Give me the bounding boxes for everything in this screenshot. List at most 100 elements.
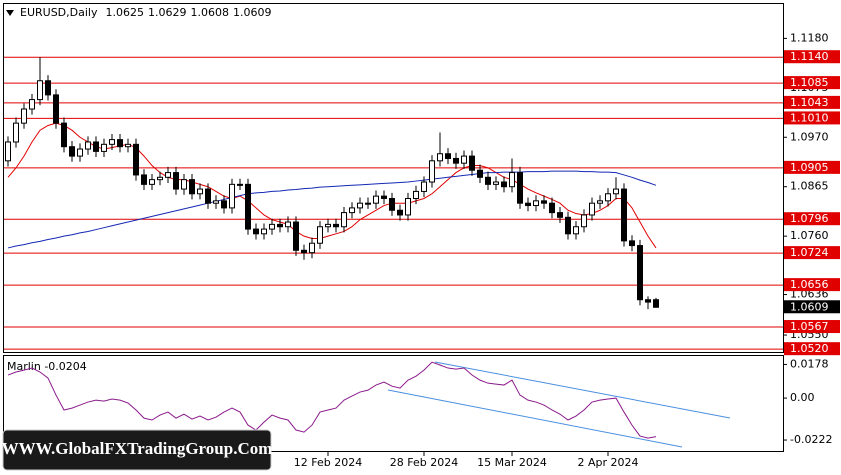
candle-body <box>309 242 315 254</box>
candle-body <box>157 176 163 181</box>
level-label: 1.0796 <box>790 212 829 225</box>
level-label: 1.0520 <box>790 342 829 355</box>
level-label-bg <box>784 342 840 356</box>
candle-body <box>213 200 219 204</box>
candle-body <box>333 223 339 228</box>
candle-body <box>397 209 403 216</box>
candle-body <box>245 183 251 230</box>
y-tick-label: 1.0760 <box>790 229 829 242</box>
level-label-bg <box>784 160 840 174</box>
candle-body <box>381 195 387 199</box>
watermark-box <box>2 429 272 471</box>
candle-body <box>469 155 475 171</box>
candle-body <box>5 141 11 162</box>
candle-body <box>637 245 643 301</box>
menu-triangle <box>6 10 14 16</box>
candle-body <box>597 200 603 204</box>
candle-body <box>37 80 43 101</box>
candle-body <box>21 108 27 124</box>
candle-body <box>117 139 123 148</box>
candle-body <box>181 179 187 190</box>
ohlc-low: 1.0608 <box>190 6 229 19</box>
level-label: 1.0656 <box>790 278 829 291</box>
plot-layer: 1.11801.10751.09701.08651.07601.06361.05… <box>4 31 840 469</box>
candle-body <box>293 221 299 251</box>
candle-body <box>429 160 435 183</box>
level-label: 1.0567 <box>790 320 829 333</box>
candle-body <box>141 174 147 185</box>
candle-body <box>421 181 427 192</box>
level-label-bg <box>784 246 840 260</box>
candle-body <box>301 249 307 254</box>
candle-body <box>61 122 67 148</box>
level-label-bg <box>784 76 840 90</box>
candle-body <box>237 183 243 186</box>
candle-body <box>317 226 323 244</box>
candle-body <box>453 157 459 164</box>
level-label-bg <box>784 212 840 226</box>
level-label-bg <box>784 278 840 292</box>
current-price-bg <box>784 300 840 314</box>
candle-body <box>477 169 483 178</box>
level-label: 1.1085 <box>790 76 829 89</box>
level-label: 1.1140 <box>790 50 829 63</box>
candle-body <box>133 143 139 176</box>
candle-body <box>229 183 235 209</box>
candle-body <box>69 146 75 157</box>
candle-body <box>629 240 635 247</box>
candle-body <box>573 226 579 235</box>
candle-body <box>621 188 627 242</box>
candle-body <box>173 172 179 190</box>
oscillator-line <box>7 361 657 439</box>
oscillator-panel <box>3 355 784 452</box>
symbol: EURUSD,Daily <box>20 6 98 19</box>
level-label-bg <box>784 95 840 109</box>
level-label: 1.1010 <box>790 111 829 124</box>
level-label: 1.1043 <box>790 96 829 109</box>
candle-body <box>445 153 451 159</box>
level-label-bg <box>784 111 840 125</box>
candle-body <box>29 99 35 110</box>
level-label-bg <box>784 50 840 64</box>
candle-body <box>413 190 419 199</box>
candle-body <box>85 141 91 150</box>
candle-body <box>45 80 51 96</box>
candle-body <box>525 202 531 207</box>
candle-body <box>53 94 59 124</box>
x-tick-label: 15 Mar 2024 <box>477 456 547 469</box>
candle-body <box>437 153 443 162</box>
moving-average <box>7 170 657 249</box>
candle-body <box>277 223 283 228</box>
candle-body <box>205 188 211 204</box>
candle-body <box>373 195 379 204</box>
candle-body <box>533 200 539 207</box>
y-tick-label: 0.00 <box>790 391 815 404</box>
candle-body <box>261 228 267 235</box>
level-label: 1.0905 <box>790 161 829 174</box>
candle-body <box>357 202 363 209</box>
x-tick-label: 2 Apr 2024 <box>577 456 638 469</box>
x-tick-label: 12 Feb 2024 <box>294 456 362 469</box>
candle-body <box>189 179 195 195</box>
y-tick-label: -0.0222 <box>790 433 832 446</box>
candle-body <box>125 143 131 148</box>
candle-body <box>93 141 99 152</box>
candle-body <box>613 188 619 195</box>
candle-body <box>13 122 19 143</box>
candle-body <box>197 188 203 195</box>
current-price-label: 1.0609 <box>790 300 829 313</box>
candle-body <box>501 181 507 188</box>
y-tick-label: 1.0970 <box>790 130 829 143</box>
candle-body <box>557 212 563 218</box>
candle-body <box>509 172 515 188</box>
x-tick-label: 28 Feb 2024 <box>390 456 458 469</box>
candle-body <box>365 202 371 205</box>
candle-body <box>253 228 259 235</box>
candle-body <box>565 216 571 235</box>
candle-body <box>109 139 115 145</box>
candle-body <box>645 299 651 303</box>
candle-body <box>653 299 659 308</box>
candle-body <box>541 200 547 204</box>
